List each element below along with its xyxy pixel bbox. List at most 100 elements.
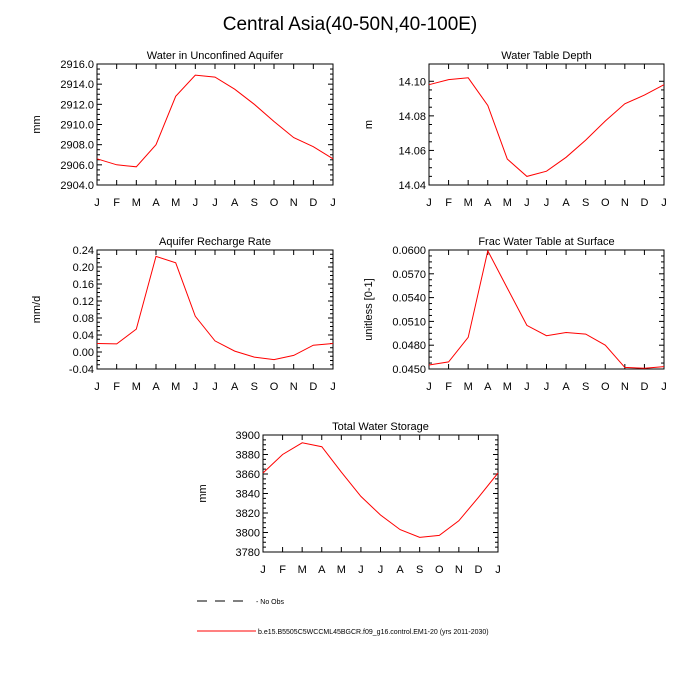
y-tick-label: 0.00 — [73, 347, 94, 359]
x-tick-label: M — [298, 564, 307, 576]
plot-frame — [428, 63, 665, 186]
x-tick-label: O — [601, 197, 610, 209]
x-tick-label: A — [396, 564, 404, 576]
y-tick-label: 3780 — [236, 547, 260, 559]
x-tick-label: J — [378, 564, 384, 576]
y-tick-label: 3800 — [236, 528, 260, 540]
y-tick-label: 0.0570 — [392, 269, 426, 281]
figure-title: Central Asia(40-50N,40-100E) — [223, 14, 478, 35]
x-tick-label: J — [524, 197, 530, 209]
x-tick-label: J — [193, 381, 199, 393]
x-tick-label: J — [260, 564, 266, 576]
x-tick-label: J — [544, 381, 550, 393]
x-tick-label: J — [94, 197, 100, 209]
x-tick-label: N — [455, 564, 463, 576]
y-tick-label: 14.08 — [398, 111, 426, 123]
panel-water-table-depth: Water Table Depth m 14.04 14.06 14.08 14.10 J F… — [363, 50, 667, 209]
legend-model-label: b.e15.B5505C5WCCML45BGCR.f09_g16.control… — [258, 629, 489, 636]
x-tick-label: A — [152, 197, 160, 209]
y-tick-label: 0.20 — [73, 262, 94, 274]
legend: - No Obs b.e15.B5505C5WCCML45BGCR.f09_g1… — [197, 599, 489, 636]
x-tick-label: J — [212, 197, 218, 209]
plot-frame — [262, 434, 499, 553]
x-tick-label: F — [445, 197, 452, 209]
panel-title: Frac Water Table at Surface — [478, 236, 614, 248]
y-tick-label: 2916.0 — [60, 59, 94, 71]
x-tick-label: O — [601, 381, 610, 393]
y-tick-label: 2908.0 — [60, 140, 94, 152]
x-tick-label: J — [193, 197, 199, 209]
y-axis-label: mm/d — [31, 296, 43, 324]
y-tick-label: 14.04 — [398, 180, 426, 192]
y-axis-label: mm — [31, 115, 43, 133]
series-line-model — [96, 74, 334, 168]
x-tick-label: D — [640, 381, 648, 393]
y-tick-label: 0.0540 — [392, 293, 426, 305]
x-tick-label: A — [231, 381, 239, 393]
x-tick-label: N — [290, 197, 298, 209]
x-tick-label: J — [544, 197, 550, 209]
y-tick-label: 0.0480 — [392, 340, 426, 352]
panel-title: Total Water Storage — [332, 421, 429, 433]
x-tick-label: N — [621, 197, 629, 209]
panel-aquifer-recharge-rate: Aquifer Recharge Rate mm/d -0.04 0.00 0.04 0.… — [31, 236, 336, 393]
y-tick-label: -0.04 — [69, 364, 94, 376]
x-tick-label: M — [132, 381, 141, 393]
y-tick-label: 0.0600 — [392, 245, 426, 257]
y-tick-label: 0.08 — [73, 313, 94, 325]
x-tick-label: O — [270, 197, 279, 209]
x-tick-label: J — [330, 381, 336, 393]
x-tick-label: A — [318, 564, 326, 576]
x-tick-label: M — [171, 381, 180, 393]
panel-water-in-unconfined-aquifer: Water in Unconfined Aquifer mm 2904.0 2906.… — [31, 50, 336, 209]
x-tick-label: N — [621, 381, 629, 393]
x-tick-label: J — [94, 381, 100, 393]
x-tick-label: M — [503, 197, 512, 209]
x-tick-label: M — [464, 381, 473, 393]
y-tick-label: 0.24 — [73, 245, 94, 257]
series-line-model — [428, 249, 665, 369]
y-tick-label: 0.04 — [73, 330, 94, 342]
x-tick-label: J — [524, 381, 530, 393]
x-tick-label: M — [337, 564, 346, 576]
y-axis-label: mm — [197, 484, 209, 502]
y-tick-label: 2906.0 — [60, 160, 94, 172]
x-tick-label: N — [290, 381, 298, 393]
x-tick-label: O — [435, 564, 444, 576]
x-tick-label: D — [309, 381, 317, 393]
y-tick-label: 2912.0 — [60, 99, 94, 111]
x-tick-label: S — [582, 381, 589, 393]
x-tick-label: M — [464, 197, 473, 209]
x-tick-label: D — [309, 197, 317, 209]
x-tick-label: J — [358, 564, 364, 576]
x-tick-label: J — [330, 197, 336, 209]
x-tick-label: D — [474, 564, 482, 576]
panel-frac-water-table-at-surface: Frac Water Table at Surface unitless [0-1… — [363, 236, 667, 393]
x-tick-label: D — [640, 197, 648, 209]
x-tick-label: J — [495, 564, 501, 576]
x-tick-label: F — [113, 197, 120, 209]
x-tick-label: S — [416, 564, 423, 576]
y-tick-label: 0.0510 — [392, 316, 426, 328]
x-tick-label: M — [503, 381, 512, 393]
y-tick-label: 3840 — [236, 489, 260, 501]
series-line-model — [428, 77, 665, 177]
x-tick-label: A — [484, 381, 492, 393]
plot-frame — [96, 249, 334, 370]
series-line-model — [96, 255, 334, 361]
x-tick-label: J — [212, 381, 218, 393]
x-tick-label: A — [562, 197, 570, 209]
y-tick-label: 14.06 — [398, 145, 426, 157]
panel-total-water-storage: Total Water Storage mm 3780 3800 3820 3840 386… — [197, 421, 501, 576]
series-line-model — [262, 442, 499, 538]
panel-title: Water Table Depth — [501, 50, 592, 62]
x-tick-label: A — [562, 381, 570, 393]
panel-title: Water in Unconfined Aquifer — [147, 50, 284, 62]
y-tick-label: 0.16 — [73, 279, 94, 291]
y-tick-label: 0.12 — [73, 296, 94, 308]
x-tick-label: S — [251, 381, 258, 393]
y-tick-label: 3880 — [236, 450, 260, 462]
y-tick-label: 2914.0 — [60, 79, 94, 91]
x-tick-label: J — [426, 197, 432, 209]
